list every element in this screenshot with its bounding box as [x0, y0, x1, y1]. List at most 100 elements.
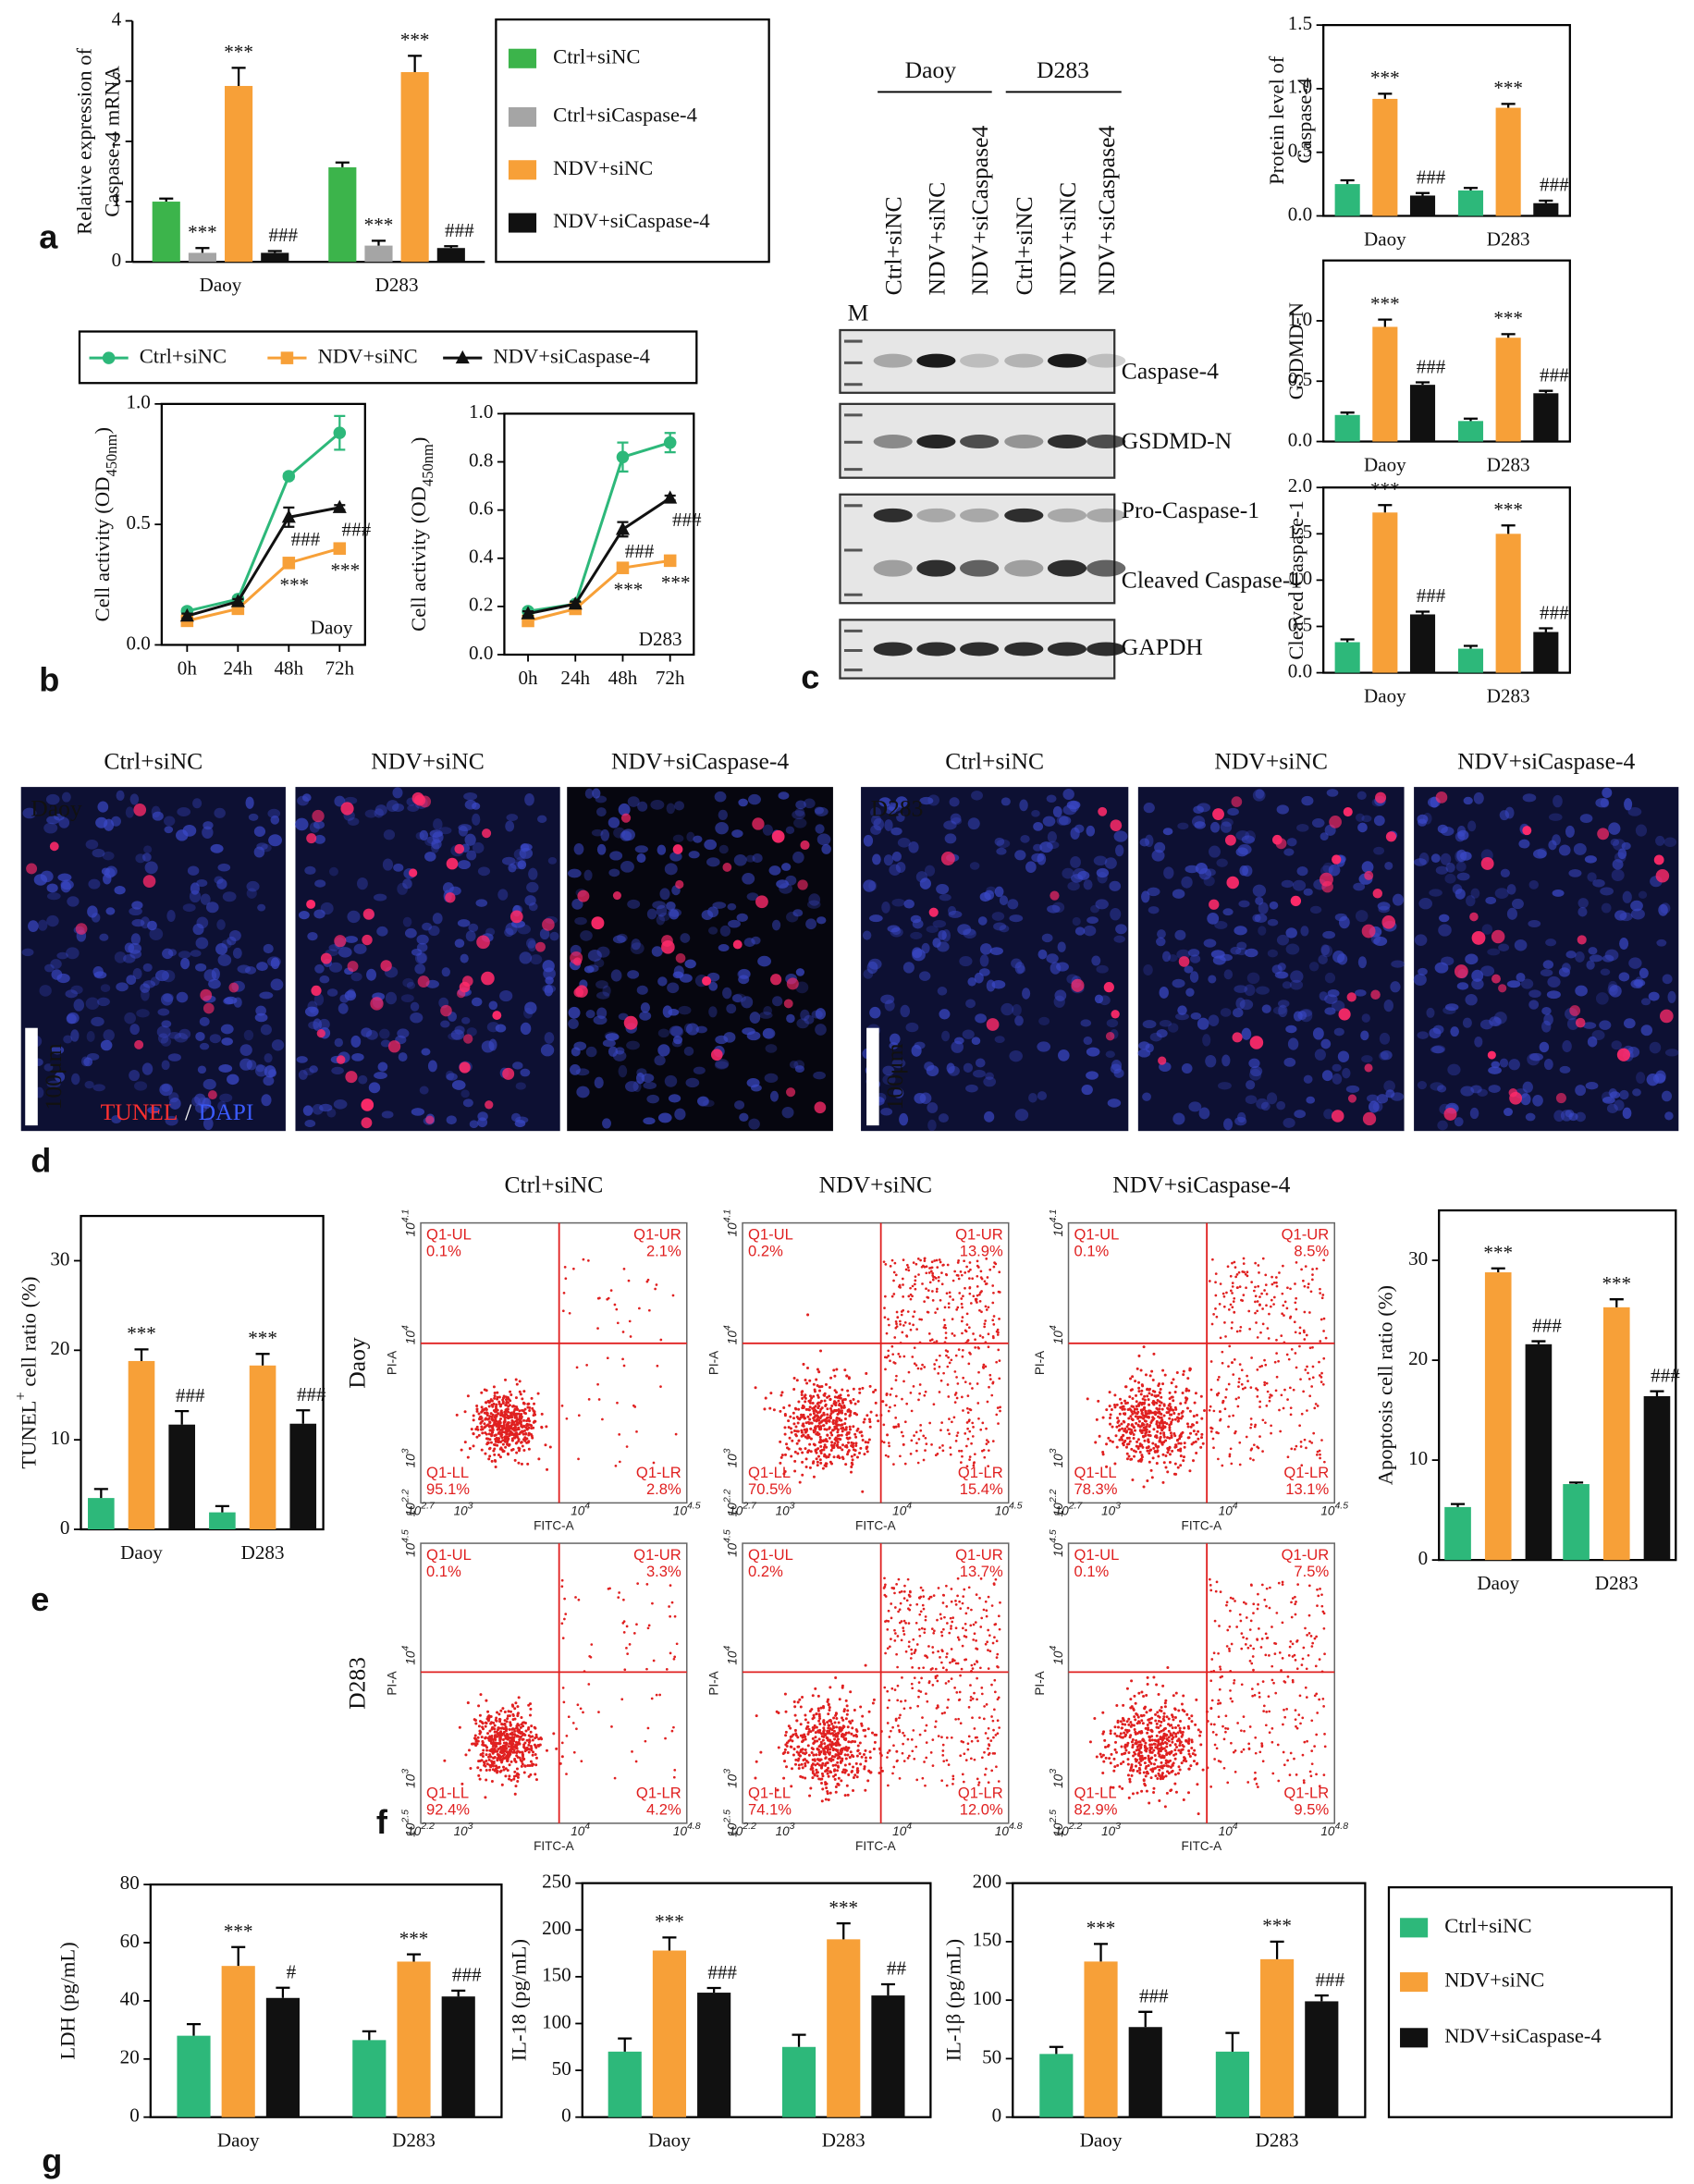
event-dot — [995, 1360, 998, 1364]
tick-base: 10 — [673, 1503, 688, 1517]
event-dot — [1109, 1413, 1112, 1417]
event-dot — [793, 1469, 797, 1473]
event-dot — [1182, 1455, 1185, 1459]
event-dot — [1254, 1285, 1257, 1289]
significance-label: ## — [887, 1957, 907, 1980]
error-bar — [1463, 187, 1479, 190]
event-dot — [829, 1460, 832, 1464]
event-dot — [477, 1760, 481, 1763]
event-dot — [859, 1446, 863, 1450]
event-dot — [510, 1416, 514, 1419]
dapi-nucleus — [618, 803, 631, 816]
event-dot — [502, 1424, 506, 1428]
event-dot — [622, 1267, 626, 1270]
dapi-nucleus — [358, 1074, 368, 1085]
event-dot — [807, 1421, 811, 1426]
event-dot — [1140, 1409, 1144, 1413]
dapi-nucleus — [528, 902, 538, 912]
dapi-nucleus — [1378, 905, 1390, 914]
tunel-nucleus — [340, 802, 354, 816]
dapi-nucleus — [1630, 900, 1643, 912]
dapi-nucleus — [1159, 986, 1169, 999]
dapi-nucleus — [765, 1044, 778, 1053]
blot-band — [960, 559, 1000, 577]
dapi-nucleus — [1617, 848, 1627, 860]
event-dot — [821, 1440, 825, 1443]
dapi-nucleus — [499, 989, 513, 1002]
error-bar — [1378, 92, 1393, 99]
event-dot — [948, 1361, 951, 1365]
dapi-nucleus — [129, 950, 142, 959]
event-dot — [971, 1387, 974, 1390]
event-dot — [505, 1750, 509, 1754]
dapi-nucleus — [684, 959, 696, 969]
event-dot — [485, 1437, 488, 1441]
dapi-nucleus — [595, 980, 608, 989]
event-dot — [829, 1417, 832, 1420]
event-dot — [911, 1284, 915, 1288]
dapi-nucleus — [88, 878, 101, 890]
event-dot — [1185, 1422, 1189, 1426]
dapi-nucleus — [1285, 1025, 1297, 1034]
event-dot — [1114, 1434, 1118, 1438]
blot-band — [873, 642, 913, 656]
event-dot — [812, 1382, 816, 1386]
dapi-nucleus — [1462, 1017, 1472, 1028]
dapi-nucleus — [380, 1039, 391, 1048]
event-dot — [957, 1259, 960, 1262]
event-dot — [816, 1395, 820, 1399]
dapi-nucleus — [584, 788, 594, 799]
event-dot — [1302, 1279, 1305, 1282]
dapi-nucleus — [1038, 1016, 1050, 1026]
dapi-nucleus — [1471, 969, 1484, 982]
event-dot — [1234, 1397, 1238, 1401]
event-dot — [527, 1447, 531, 1451]
event-dot — [474, 1428, 478, 1431]
lane-label: NDV+siNC — [923, 182, 950, 296]
event-dot — [956, 1306, 960, 1309]
event-dot — [1162, 1461, 1166, 1465]
dapi-nucleus — [742, 1027, 755, 1036]
event-dot — [1130, 1429, 1134, 1432]
dapi-nucleus — [939, 1009, 951, 1020]
event-dot — [1124, 1429, 1129, 1433]
dapi-nucleus — [156, 1025, 171, 1038]
dapi-nucleus — [1258, 902, 1269, 914]
tick-base: 10 — [776, 1503, 791, 1517]
event-dot — [946, 1429, 950, 1431]
dapi-nucleus — [1096, 964, 1109, 974]
event-dot — [1319, 1456, 1321, 1460]
dapi-nucleus — [1057, 941, 1066, 952]
dapi-nucleus — [984, 890, 995, 901]
dapi-nucleus — [905, 1022, 919, 1033]
event-dot — [1116, 1417, 1120, 1420]
dapi-nucleus — [466, 1027, 477, 1037]
event-dot — [1161, 1424, 1165, 1428]
event-dot — [1150, 1476, 1154, 1479]
dapi-nucleus — [414, 952, 427, 964]
dapi-nucleus — [66, 1013, 77, 1025]
event-dot — [609, 1289, 613, 1292]
tick-exponent: 4 — [399, 1325, 411, 1331]
blot-band — [873, 508, 913, 522]
dapi-nucleus — [1039, 841, 1053, 853]
dapi-nucleus — [1086, 1071, 1099, 1080]
event-dot — [965, 1406, 969, 1410]
event-dot — [907, 1269, 911, 1272]
event-dot — [820, 1399, 824, 1403]
dapi-nucleus — [347, 988, 356, 999]
dapi-nucleus — [411, 1108, 425, 1116]
event-dot — [836, 1430, 840, 1434]
dapi-nucleus — [50, 1045, 65, 1055]
dapi-nucleus — [319, 1103, 333, 1112]
dapi-nucleus — [176, 829, 189, 841]
event-dot — [792, 1376, 796, 1380]
event-dot — [976, 1264, 979, 1268]
event-dot — [475, 1407, 479, 1411]
dapi-nucleus — [356, 877, 368, 890]
event-dot — [1277, 1359, 1280, 1363]
event-dot — [1199, 1445, 1203, 1449]
quadrant-percent: 15.4% — [960, 1480, 1003, 1498]
dapi-nucleus — [217, 953, 232, 966]
event-dot — [793, 1406, 797, 1410]
